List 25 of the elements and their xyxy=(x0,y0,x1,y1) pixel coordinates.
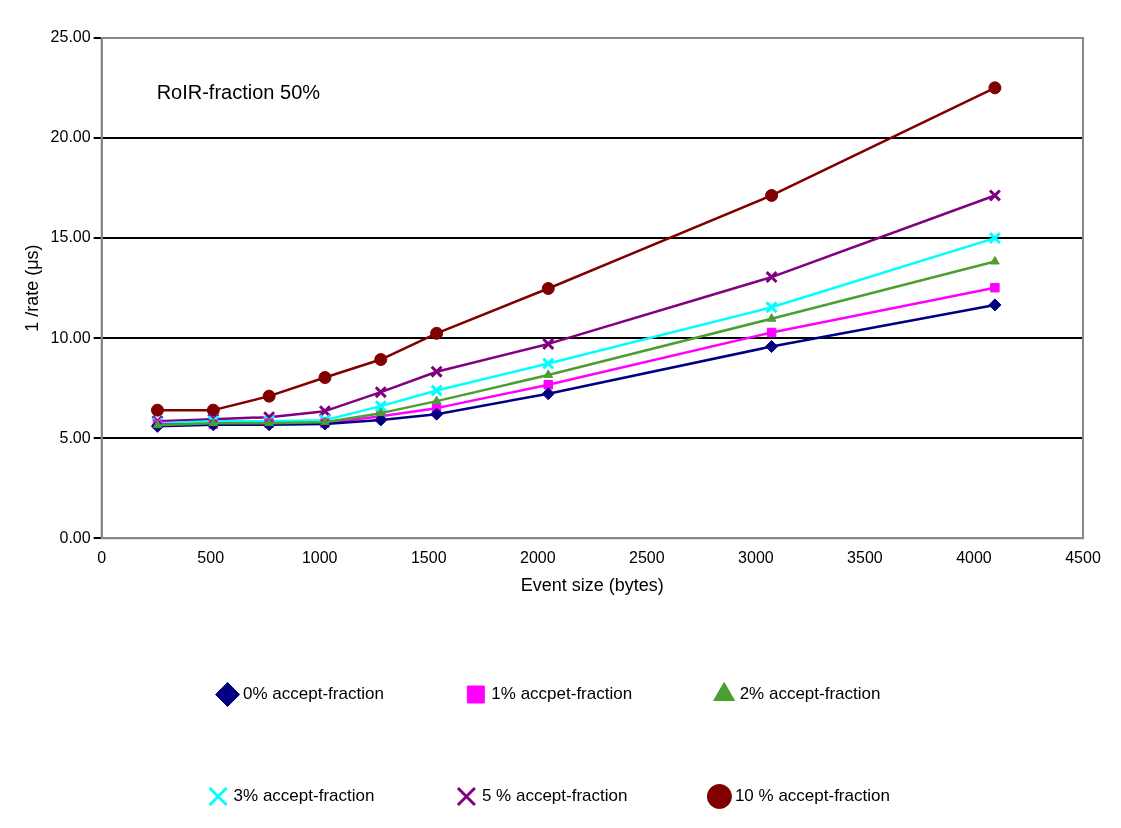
y-tick-label: 0.00 xyxy=(59,528,91,546)
y-tick-label: 10.00 xyxy=(50,328,91,346)
x-tick-label: 3500 xyxy=(847,549,883,567)
legend-label: 3% accept-fraction xyxy=(233,786,375,806)
legend-label: 1% accpet-fraction xyxy=(491,684,633,704)
x-tick-label: 1500 xyxy=(410,549,447,567)
y-tick-label: 5.00 xyxy=(59,428,91,446)
y-tick-label: 15.00 xyxy=(50,228,91,246)
x-tick-label: 500 xyxy=(197,549,225,567)
x-axis-title: Event size (bytes) xyxy=(520,575,664,596)
x-tick-label: 2500 xyxy=(629,549,665,567)
y-tick-label: 20.00 xyxy=(50,128,91,146)
x-tick-label: 1000 xyxy=(301,549,338,567)
x-tick-label: 4500 xyxy=(1065,549,1101,567)
legend-label: 2% accept-fraction xyxy=(739,684,881,704)
x-tick-label: 0 xyxy=(97,549,107,567)
legend-label: 0% accept-fraction xyxy=(243,684,384,704)
y-tick-label: 25.00 xyxy=(50,28,91,46)
x-tick-label: 3000 xyxy=(738,549,774,567)
annotation: RoIR-fraction 50% xyxy=(156,80,321,103)
legend-label: 5 % accept-fraction xyxy=(481,786,628,806)
x-tick-label: 2000 xyxy=(520,549,556,567)
legend-label: 10 % accept-fraction xyxy=(734,786,890,806)
y-axis-title: 1 /rate (μs) xyxy=(21,244,42,332)
x-tick-label: 4000 xyxy=(956,549,992,567)
